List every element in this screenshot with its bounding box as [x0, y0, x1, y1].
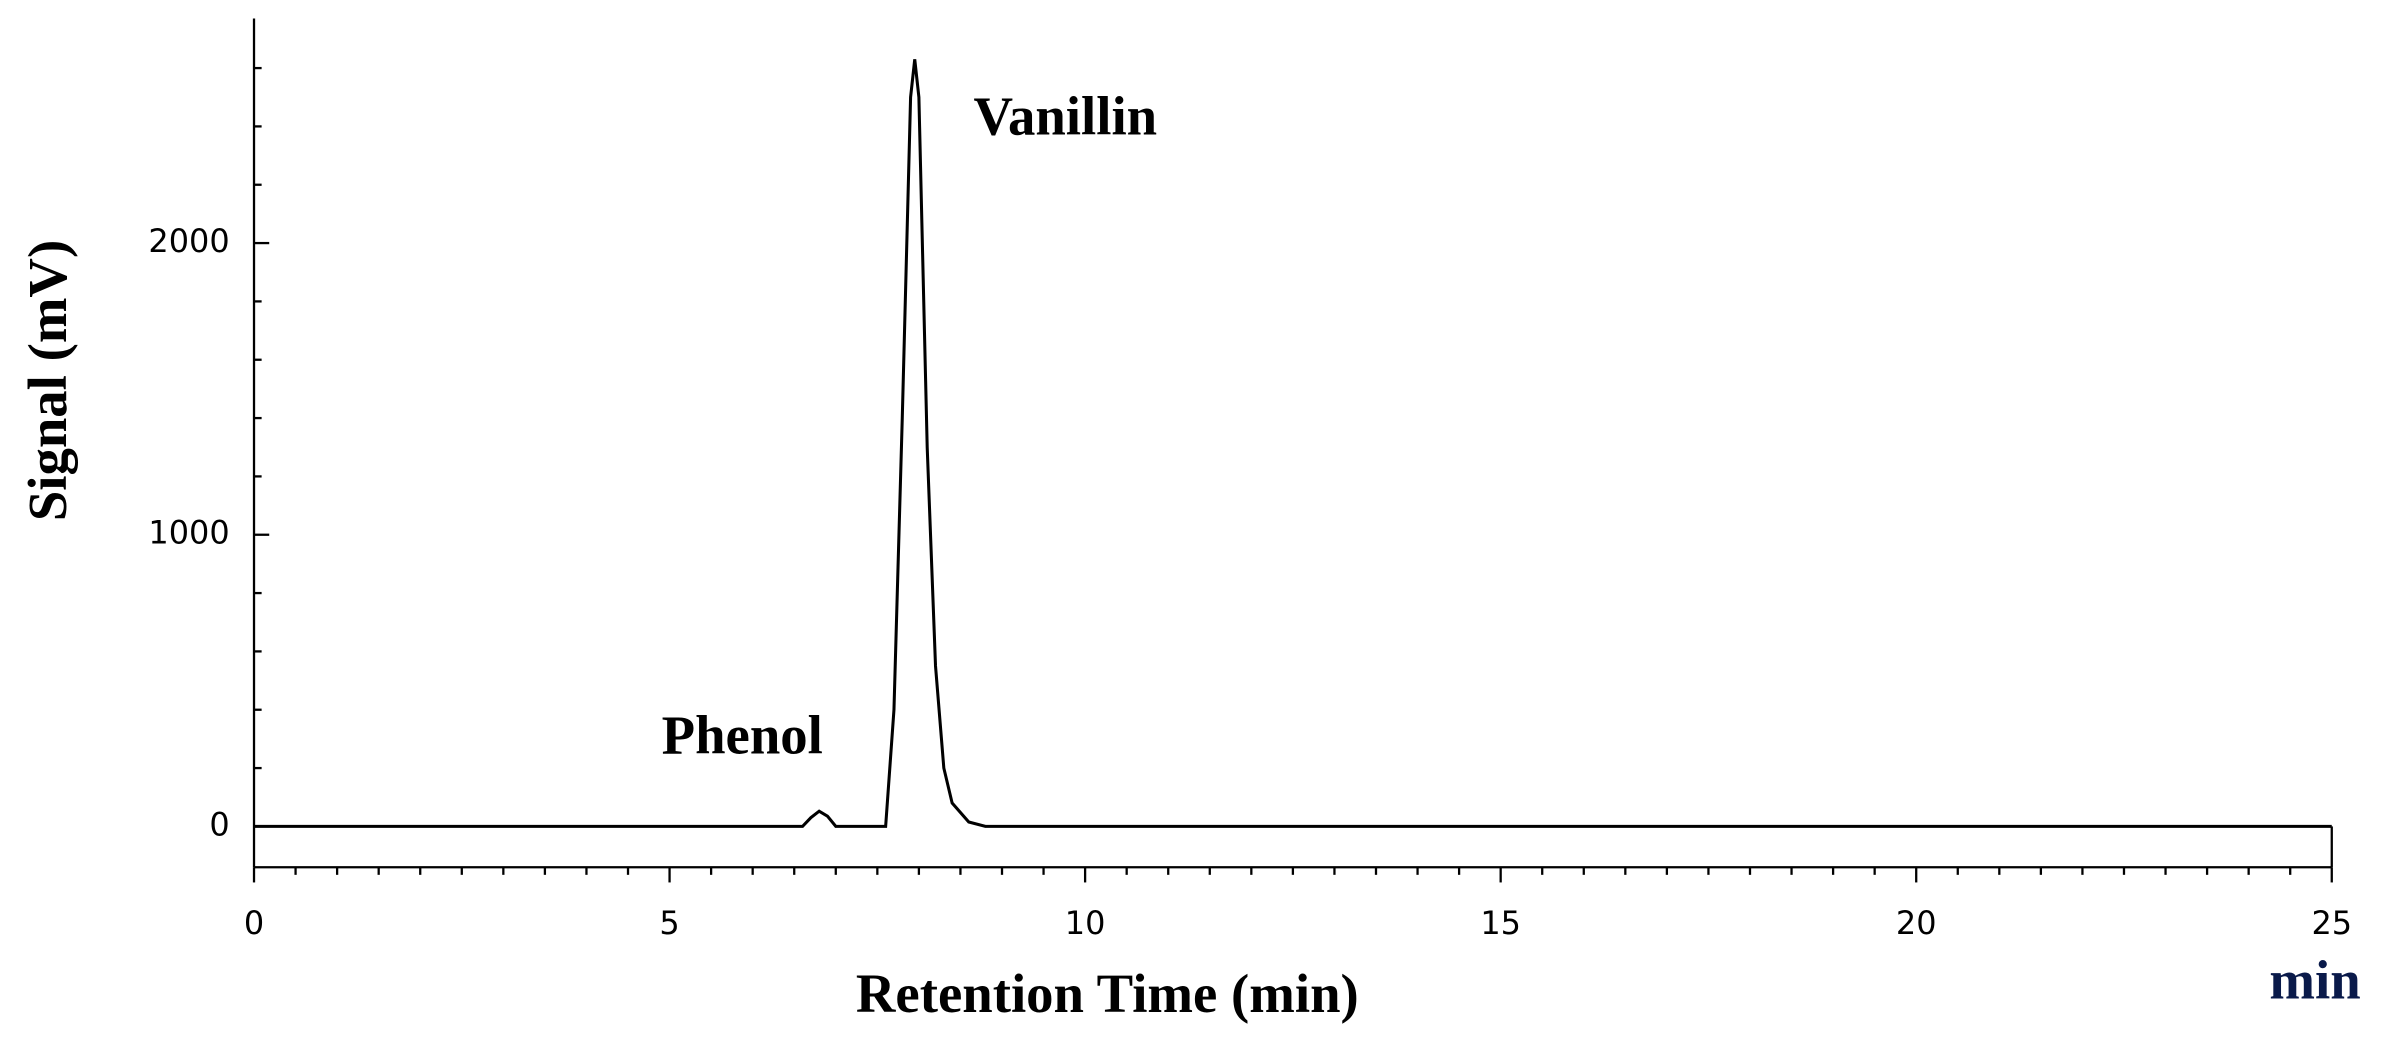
- peak-label: Vanillin: [973, 85, 1157, 146]
- y-tick-label: 0: [209, 805, 229, 843]
- peak-label: Phenol: [662, 705, 823, 766]
- signal-line: [254, 59, 2332, 828]
- y-axis-label: Signal (mV): [17, 240, 78, 521]
- y-tick-label: 1000: [148, 514, 229, 552]
- x-tick-label: 5: [659, 904, 679, 942]
- x-tick-label: 10: [1065, 904, 1106, 942]
- x-axis-label: Retention Time (min): [856, 963, 1359, 1024]
- x-tick-label: 25: [2311, 904, 2352, 942]
- x-unit-label: min: [2269, 949, 2360, 1010]
- x-tick-label: 20: [1896, 904, 1937, 942]
- y-tick-label: 2000: [148, 222, 229, 260]
- x-tick-label: 0: [244, 904, 264, 942]
- x-tick-label: 15: [1480, 904, 1521, 942]
